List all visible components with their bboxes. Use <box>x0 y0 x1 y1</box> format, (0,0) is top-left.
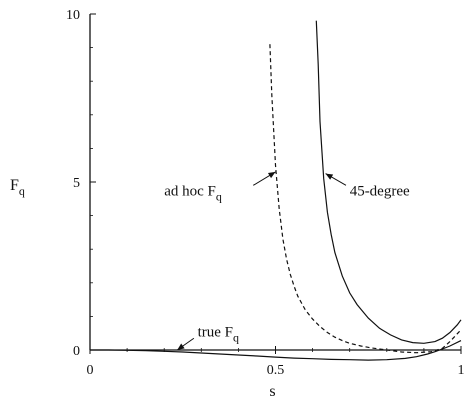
y-axis-title-main: F <box>10 177 19 194</box>
annotation-subscript: q <box>216 189 222 203</box>
x-tick-label: 1 <box>458 363 465 378</box>
y-tick-label: 10 <box>66 8 80 23</box>
x-axis-title: s <box>269 383 275 398</box>
annotation-subscript: q <box>233 331 239 345</box>
y-ticks: 0 5 10 <box>66 8 96 359</box>
series-line-3 <box>90 340 462 361</box>
series-line-1 <box>269 44 462 354</box>
series-line-2 <box>315 20 462 344</box>
annotation-label: 45-degree <box>350 183 410 199</box>
annotation-text: ad hoc F <box>164 183 216 199</box>
annotation-arrowhead <box>325 173 334 180</box>
annotation-arrowhead <box>267 171 276 179</box>
series-layer <box>90 20 462 361</box>
y-tick-label: 0 <box>73 344 80 359</box>
x-tick-label: 0.5 <box>267 363 285 378</box>
y-axis-title: Fq <box>10 177 25 198</box>
y-tick-label: 5 <box>73 176 80 191</box>
x-tick-label: 0 <box>87 363 94 378</box>
y-axis-title-subscript: q <box>19 184 25 198</box>
annotation-arrowhead <box>177 343 185 350</box>
annotation-label: true Fq <box>198 325 239 345</box>
annotation-text: true F <box>198 325 233 341</box>
annotation-text: 45-degree <box>350 183 410 199</box>
annotation-label: ad hoc Fq <box>164 183 222 203</box>
